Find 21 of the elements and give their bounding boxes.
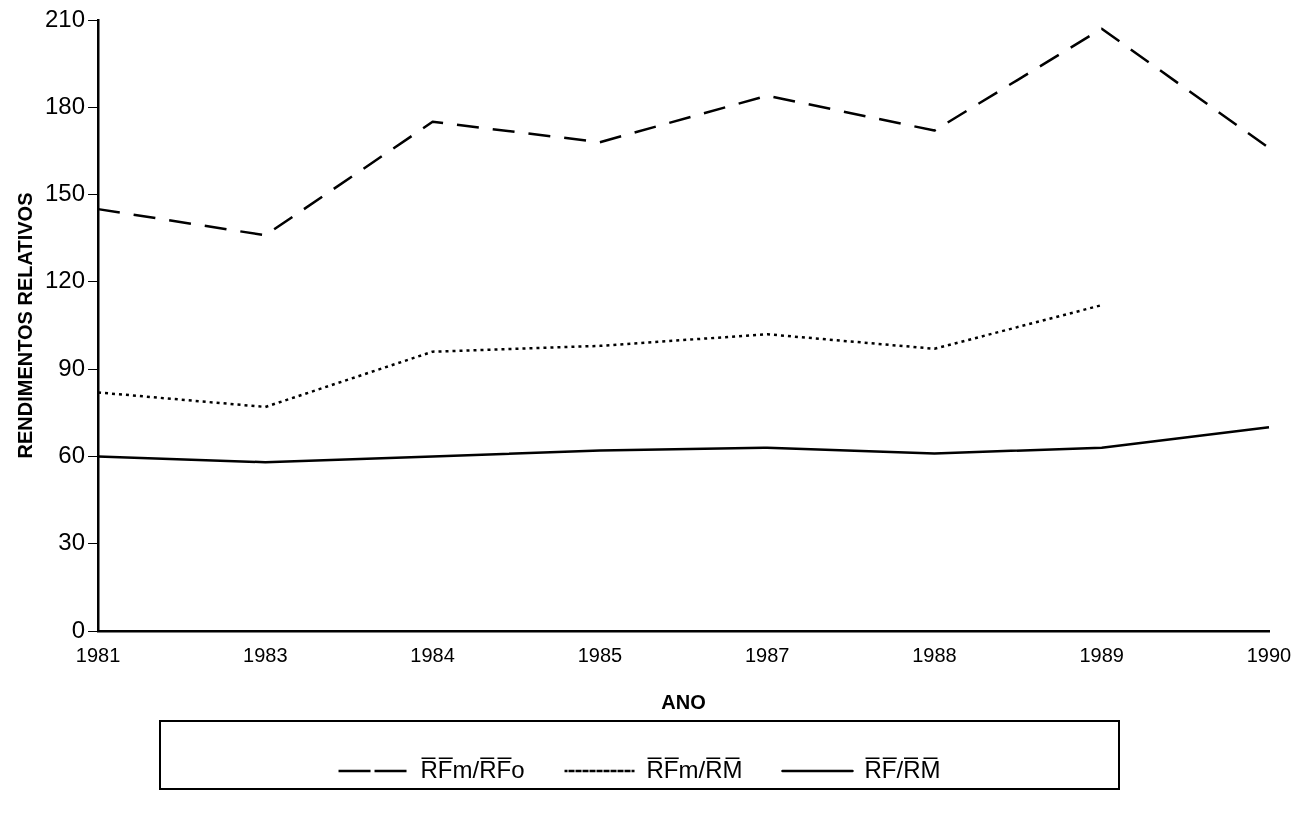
x-tick-label: 1987 bbox=[744, 643, 790, 666]
x-tick-label: 1985 bbox=[577, 643, 623, 666]
x-tick-label: 1990 bbox=[1246, 643, 1292, 666]
x-tick-label: 1983 bbox=[243, 643, 288, 666]
x-tick-label: 1989 bbox=[1079, 643, 1124, 666]
y-tick-label: 150 bbox=[45, 179, 86, 207]
x-axis-title: ANO bbox=[661, 690, 706, 713]
y-tick-label: 120 bbox=[45, 266, 86, 294]
x-tick-label: 1981 bbox=[75, 643, 121, 666]
y-tick-label: 0 bbox=[71, 615, 86, 643]
y-tick-label: 60 bbox=[58, 441, 86, 469]
y-tick-label: 30 bbox=[58, 528, 86, 556]
y-tick-label: 180 bbox=[45, 91, 86, 119]
y-tick-label: 90 bbox=[58, 353, 86, 381]
x-tick-label: 1984 bbox=[410, 643, 455, 666]
y-axis-title: RENDIMENTOS RELATIVOS bbox=[13, 192, 36, 459]
legend-label: R̅F̅m/R̅F̅o bbox=[420, 755, 525, 783]
y-tick-label: 210 bbox=[45, 4, 86, 32]
x-tick-label: 1988 bbox=[912, 643, 957, 666]
legend-label: R̅F̅/R̅M̅ bbox=[864, 755, 941, 783]
legend-label: R̅F̅m/R̅M̅ bbox=[646, 755, 743, 783]
